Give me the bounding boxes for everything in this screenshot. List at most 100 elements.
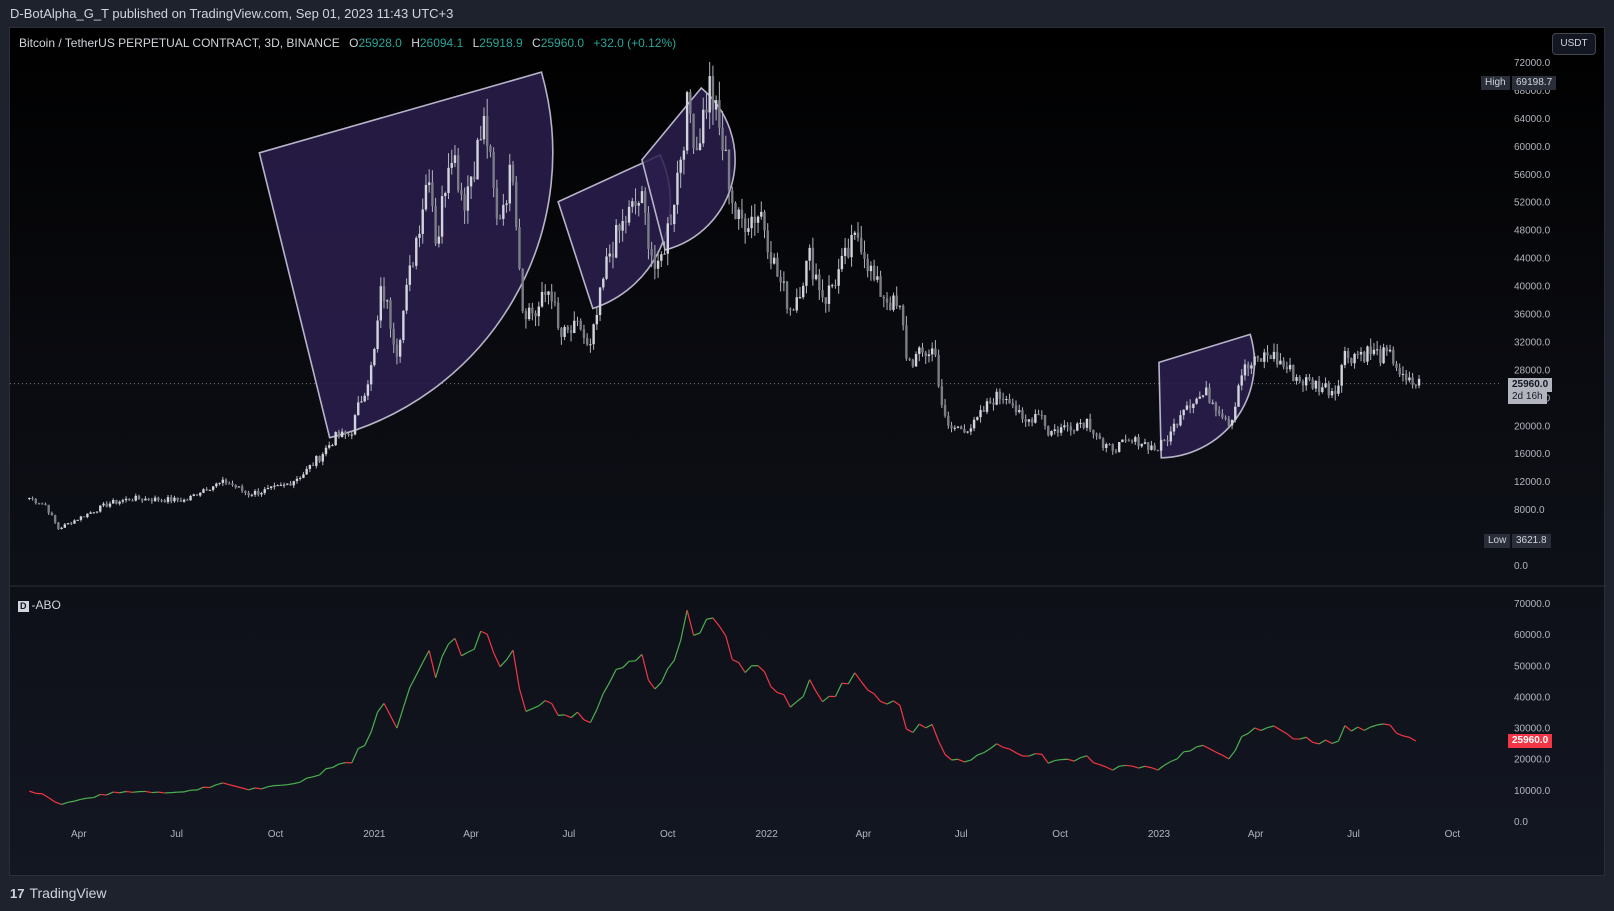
indicator-segment <box>570 711 578 719</box>
indicator-segment <box>499 659 507 668</box>
indicator-segment <box>841 682 849 685</box>
candle <box>315 455 318 469</box>
candle <box>70 521 73 526</box>
candle-body <box>1411 377 1414 385</box>
candle-body <box>463 194 466 211</box>
candle <box>360 396 363 403</box>
candle <box>1066 422 1069 432</box>
candle <box>563 324 566 341</box>
indicator-segment <box>312 774 320 778</box>
fan-sector-shape[interactable] <box>1158 333 1256 459</box>
indicator-segment <box>29 790 36 794</box>
tradingview-logo-icon[interactable]: 17 <box>10 886 25 901</box>
candle <box>44 502 47 506</box>
indicator-segment <box>1196 744 1204 748</box>
indicator-segment <box>596 693 604 710</box>
indicator-segment <box>293 781 301 785</box>
candle <box>66 522 70 525</box>
candle-body <box>527 307 531 320</box>
candle-body <box>795 297 798 311</box>
candle <box>1263 348 1266 369</box>
candle <box>1098 432 1102 440</box>
candle-body <box>679 159 682 173</box>
indicator-segment <box>1260 727 1268 731</box>
candle-body <box>756 216 760 223</box>
candle-body <box>647 212 650 250</box>
open-value: 25928.0 <box>358 36 402 50</box>
candle-body <box>544 291 547 295</box>
indicator-segment <box>254 787 262 790</box>
candle-body <box>1185 405 1189 410</box>
candle <box>279 482 283 487</box>
candle-body <box>950 425 953 429</box>
price-axis-label: 60000.0 <box>1514 142 1551 153</box>
candle <box>463 187 466 224</box>
indicator-segment <box>383 703 392 716</box>
candle <box>556 297 560 331</box>
candle <box>585 333 589 347</box>
candle <box>89 511 92 514</box>
candle-body <box>1169 431 1172 442</box>
candle-body <box>492 152 495 188</box>
candle-body <box>747 228 750 232</box>
candle <box>431 170 434 212</box>
candle-body <box>959 426 963 430</box>
candle <box>447 153 450 200</box>
candle <box>1385 344 1389 356</box>
candle-body <box>618 224 621 231</box>
candle-body <box>421 209 424 234</box>
indicator-segment <box>777 691 785 696</box>
candle <box>592 323 595 350</box>
indicator-segment <box>886 700 894 705</box>
currency-button[interactable]: USDT <box>1552 33 1596 55</box>
candle-body <box>289 483 292 486</box>
candle <box>573 311 576 334</box>
candle-body <box>63 524 67 528</box>
indicator-segment <box>525 708 533 712</box>
indicator-segment <box>389 715 398 729</box>
candle-body <box>566 326 570 331</box>
indicator-segment <box>1337 725 1346 742</box>
indicator-segment <box>1009 748 1017 754</box>
chart-area[interactable]: 72000.0 68000.0 64000.0 60000.0 56000.0 52000… <box>9 27 1606 877</box>
tradingview-brand[interactable]: TradingView <box>29 885 107 901</box>
candle <box>995 388 998 406</box>
candle-body <box>337 431 341 438</box>
candle <box>224 478 228 486</box>
chart-canvas[interactable]: 72000.0 68000.0 64000.0 60000.0 56000.0 52000… <box>10 28 1606 877</box>
candle-body <box>1192 403 1195 408</box>
indicator-segment <box>847 672 856 685</box>
candle <box>1053 424 1056 435</box>
fan-sector-shape[interactable] <box>641 86 736 251</box>
indicator-segment <box>1119 764 1126 767</box>
candle <box>1305 374 1308 391</box>
candle <box>1414 384 1418 389</box>
candle-body <box>682 150 686 160</box>
candle <box>885 292 889 311</box>
candle <box>1317 376 1321 396</box>
candle-body <box>534 313 537 317</box>
candle-body <box>1330 391 1334 396</box>
fan-sector-shape[interactable] <box>258 71 554 439</box>
candle <box>424 174 428 212</box>
candle-body <box>1063 425 1066 428</box>
candle-body <box>473 176 476 180</box>
candle-body <box>760 211 763 217</box>
candle <box>937 349 940 388</box>
price-axis-label: 72000.0 <box>1514 58 1551 69</box>
candle <box>766 223 769 260</box>
indicator-segment <box>680 610 688 641</box>
candle-body <box>124 498 128 501</box>
indicator-segment <box>396 707 404 729</box>
indicator-segment <box>512 650 521 689</box>
candle-body <box>31 497 34 499</box>
candle-body <box>286 483 289 485</box>
candle <box>357 396 360 416</box>
candle <box>369 361 373 391</box>
candle <box>837 258 840 294</box>
candle-body <box>905 325 908 359</box>
candle-body <box>640 191 644 204</box>
indicator-segment <box>428 650 437 678</box>
indicator-name[interactable]: -ABO <box>31 598 61 612</box>
candle <box>795 288 798 313</box>
